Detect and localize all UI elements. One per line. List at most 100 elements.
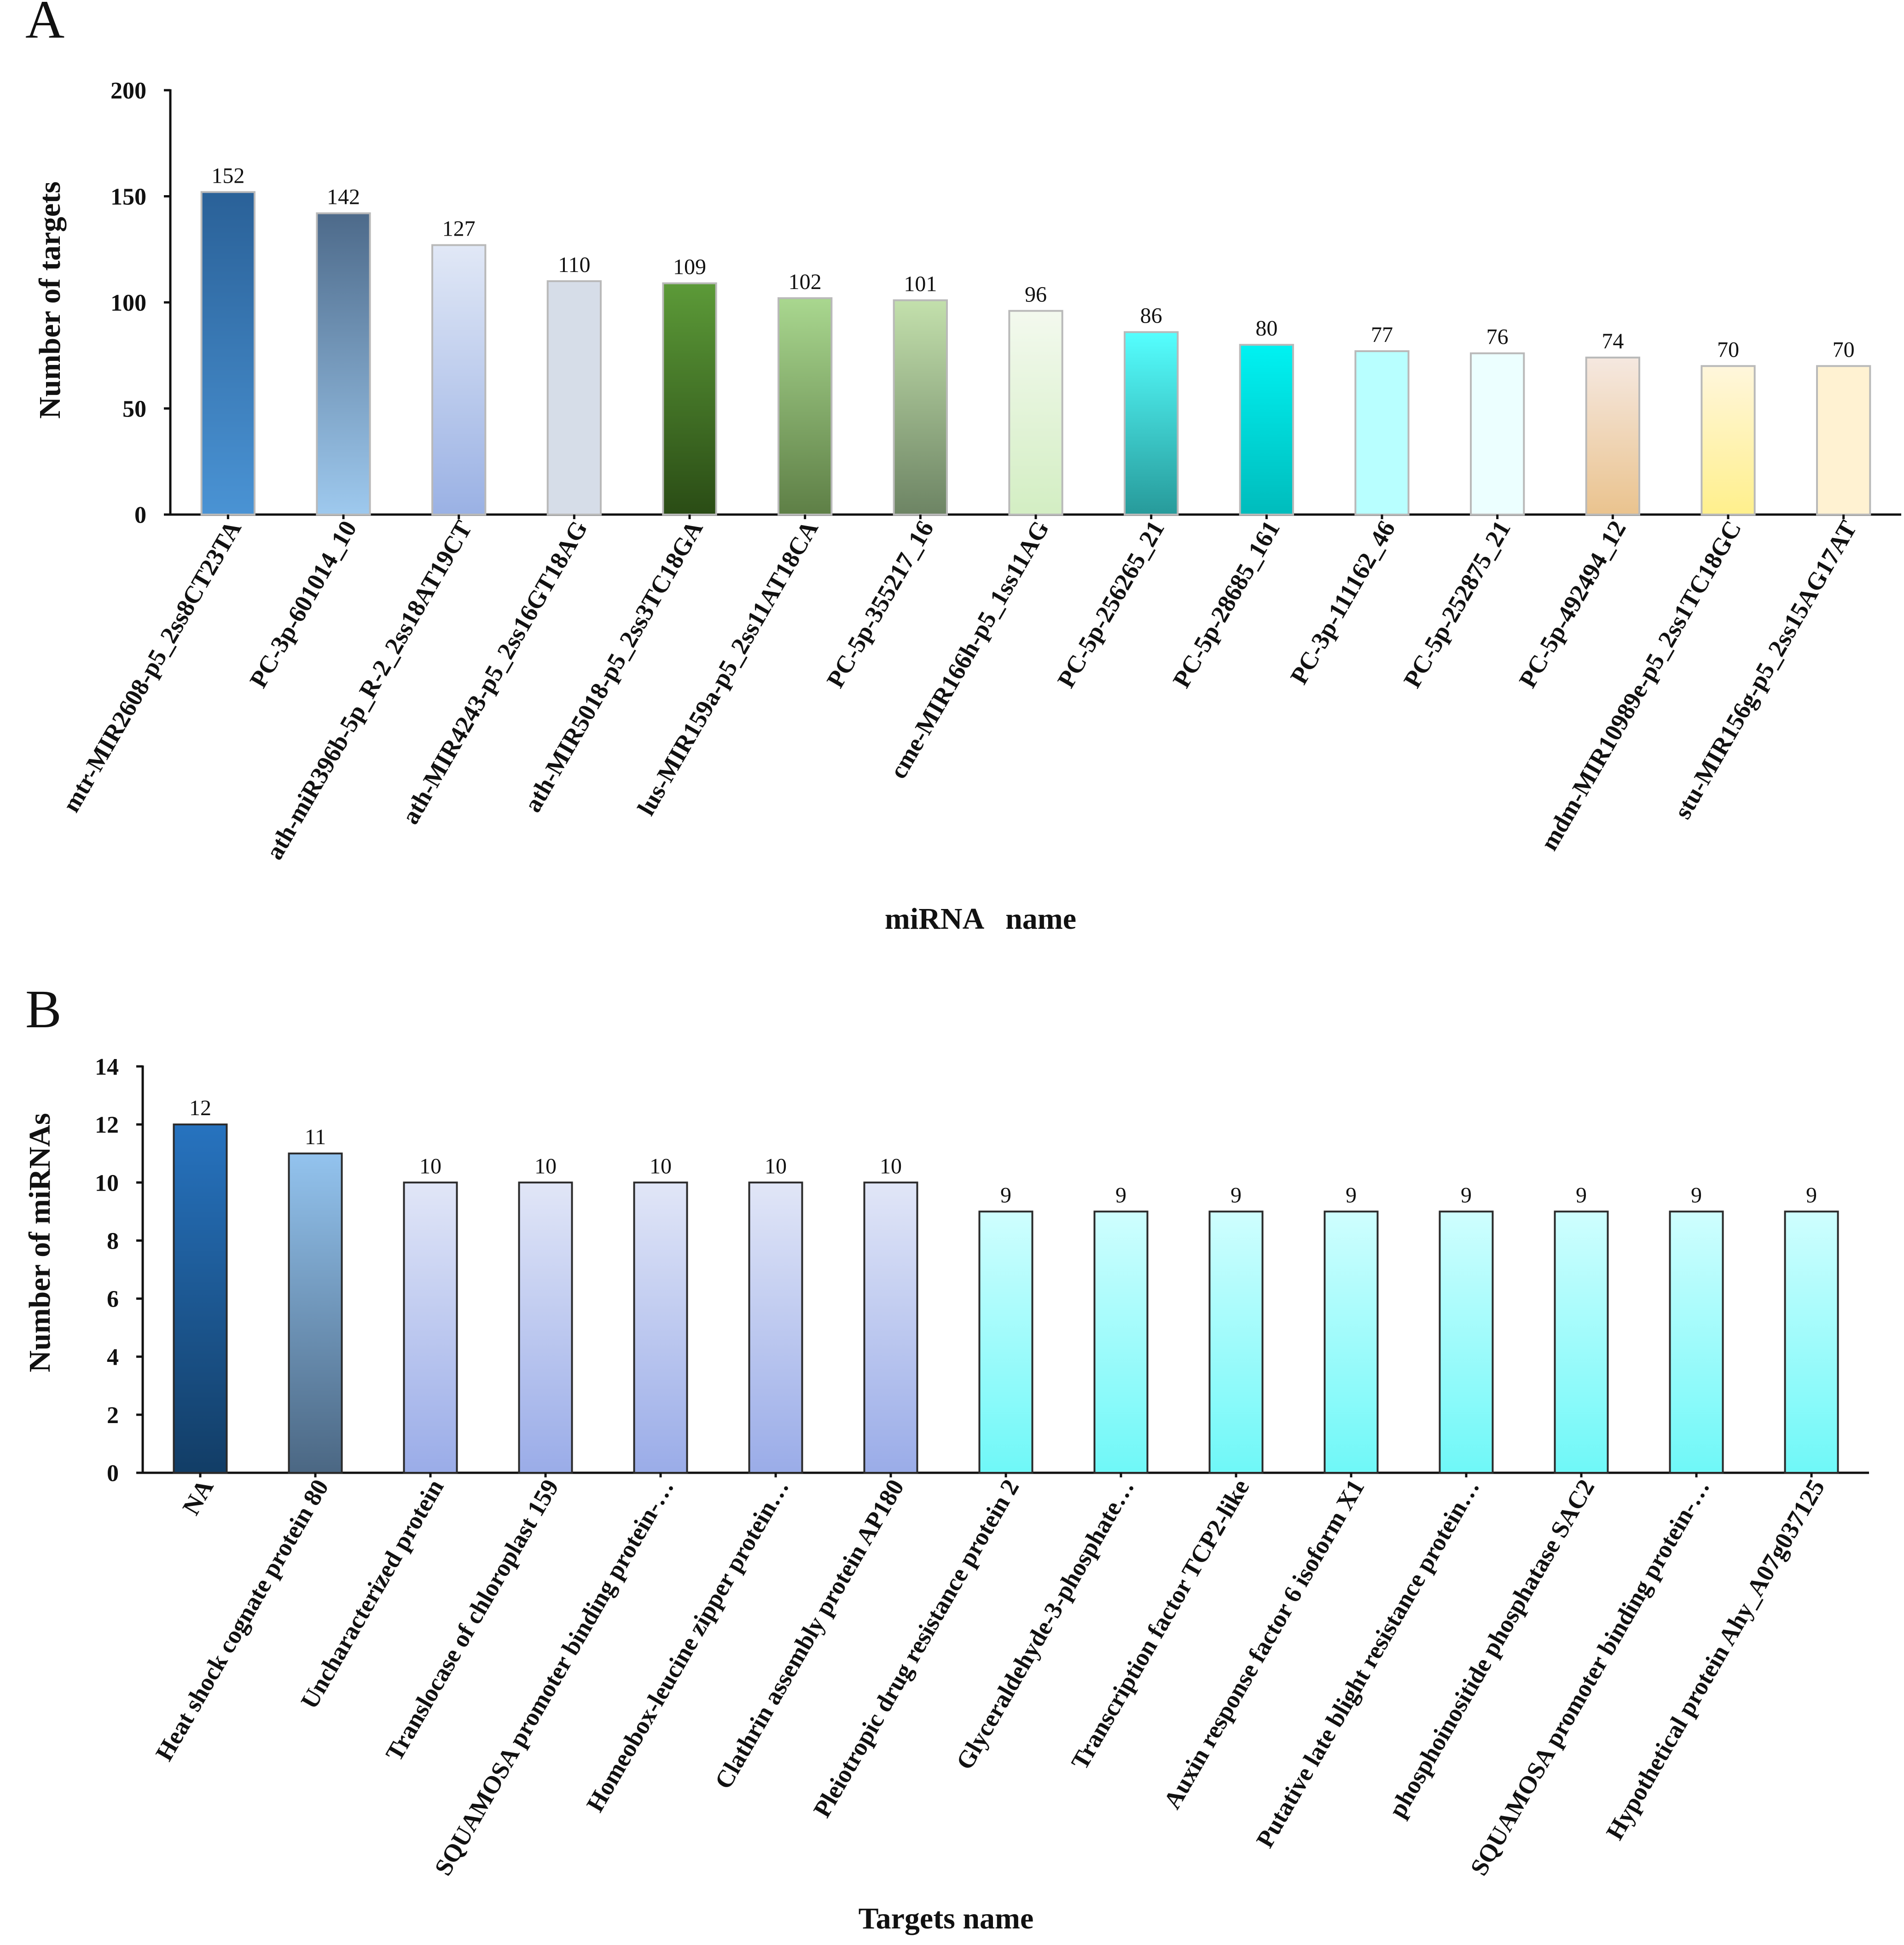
y-tick-label: 100 bbox=[110, 290, 146, 316]
bar-3 bbox=[403, 1181, 458, 1474]
data-label: 152 bbox=[211, 163, 244, 188]
bar-15 bbox=[1784, 1210, 1839, 1474]
data-label: 12 bbox=[189, 1096, 211, 1120]
data-label: 10 bbox=[419, 1154, 441, 1178]
data-label: 70 bbox=[1833, 337, 1855, 362]
data-label: 74 bbox=[1602, 329, 1624, 353]
data-label: 70 bbox=[1717, 337, 1739, 362]
category-label: mdm-MIR10989e-p5_2ss1TC18GC bbox=[1535, 516, 1747, 855]
data-label: 96 bbox=[1025, 282, 1047, 307]
bar-2 bbox=[288, 1152, 343, 1474]
plot-area-b: 0 2 4 6 8 10 12 14 12 NA 11 Heat shock cognate prot… bbox=[95, 1054, 1869, 1880]
y-axis-title-b: Number of miRNAs bbox=[23, 1113, 57, 1372]
category-label: PC-3p-601014_10 bbox=[244, 516, 362, 692]
bar-1 bbox=[173, 1123, 228, 1474]
panel-label-a: A bbox=[25, 0, 64, 50]
data-label: 127 bbox=[442, 217, 476, 241]
data-label: 10 bbox=[880, 1154, 902, 1178]
category-label: Putative late blight resistance protein… bbox=[1251, 1475, 1485, 1852]
data-label: 9 bbox=[1691, 1183, 1702, 1207]
data-label: 11 bbox=[305, 1125, 326, 1149]
bar-15 bbox=[1816, 365, 1871, 515]
y-tick-label: 50 bbox=[122, 396, 146, 423]
category-label: PC-5p-355217_16 bbox=[821, 516, 939, 692]
bar-10 bbox=[1208, 1210, 1264, 1474]
category-label: ath-miR396b-5p_R-2_2ss18AT19CT bbox=[261, 516, 477, 864]
plot-area-a: 0 50 100 150 200 152 mtr-MIR2608-p5_2ss8CT23TA… bbox=[57, 78, 1901, 864]
data-label: 80 bbox=[1255, 316, 1277, 341]
bar-9 bbox=[1093, 1210, 1149, 1474]
y-tick-label: 150 bbox=[110, 184, 146, 210]
data-label: 142 bbox=[327, 185, 360, 209]
data-label: 9 bbox=[1346, 1183, 1357, 1207]
category-label: PC-5p-252875_21 bbox=[1398, 516, 1516, 692]
category-label: phosphoinositide phosphatase SAC2 bbox=[1383, 1475, 1600, 1822]
category-label: PC-5p-492494_12 bbox=[1514, 516, 1631, 692]
data-label: 109 bbox=[673, 255, 706, 279]
chart-panel-b: B Number of miRNAs Targets name 0 2 4 6 8 10 1… bbox=[23, 979, 1869, 1935]
data-label: 101 bbox=[904, 272, 937, 296]
bar-12 bbox=[1470, 352, 1525, 515]
x-axis-title-a: miRNA name bbox=[885, 902, 1076, 936]
bar-5 bbox=[662, 282, 717, 515]
category-label: PC-5p-256265_21 bbox=[1052, 516, 1170, 692]
category-label: SQUAMOSA promoter binding protein-… bbox=[429, 1475, 679, 1880]
category-label: Hypothetical protein Ahy_A07g037125 bbox=[1601, 1475, 1830, 1844]
y-tick-label: 2 bbox=[107, 1402, 119, 1429]
bar-6 bbox=[748, 1181, 803, 1474]
y-tick-label: 14 bbox=[95, 1054, 119, 1080]
data-label: 76 bbox=[1486, 325, 1509, 349]
chart-panel-a: A Number of targets miRNA name 0 50 100 150… bbox=[25, 0, 1901, 936]
bar-13 bbox=[1585, 356, 1640, 515]
category-label: Auxin response factor 6 isoform X1 bbox=[1158, 1475, 1370, 1813]
y-tick-label: 10 bbox=[95, 1170, 119, 1196]
bar-11 bbox=[1354, 350, 1410, 516]
data-label: 9 bbox=[1231, 1183, 1242, 1207]
data-label: 9 bbox=[1576, 1183, 1587, 1207]
y-tick-label: 200 bbox=[110, 78, 146, 104]
category-label: Homeobox-leucine zipper protein… bbox=[581, 1475, 794, 1817]
y-tick-label: 0 bbox=[134, 502, 146, 528]
bar-1 bbox=[200, 191, 255, 515]
y-tick-label: 6 bbox=[107, 1286, 119, 1313]
bar-12 bbox=[1439, 1210, 1494, 1474]
x-axis-title-b: Targets name bbox=[859, 1902, 1034, 1935]
y-tick-label: 12 bbox=[95, 1112, 119, 1138]
bar-13 bbox=[1554, 1210, 1609, 1474]
bar-7 bbox=[863, 1181, 918, 1474]
data-label: 10 bbox=[765, 1154, 787, 1178]
bar-11 bbox=[1324, 1210, 1379, 1474]
bar-4 bbox=[518, 1181, 573, 1474]
data-label: 77 bbox=[1371, 323, 1393, 347]
category-label: Clathrin assembly protein AP180 bbox=[709, 1475, 910, 1794]
data-label: 9 bbox=[1461, 1183, 1472, 1207]
bar-3 bbox=[431, 244, 487, 515]
bar-2 bbox=[316, 212, 371, 515]
data-label: 10 bbox=[534, 1154, 557, 1178]
category-label: NA bbox=[177, 1475, 219, 1520]
data-label: 102 bbox=[789, 270, 822, 294]
bar-6 bbox=[778, 297, 833, 516]
category-label: PC-3p-111162_46 bbox=[1285, 516, 1400, 689]
y-tick-label: 8 bbox=[107, 1228, 119, 1254]
data-label: 9 bbox=[1806, 1183, 1817, 1207]
bar-5 bbox=[633, 1181, 688, 1474]
data-label: 9 bbox=[1000, 1183, 1011, 1207]
panel-label-b: B bbox=[25, 979, 62, 1039]
y-tick-label: 4 bbox=[107, 1344, 119, 1371]
bar-14 bbox=[1669, 1210, 1724, 1474]
data-label: 9 bbox=[1115, 1183, 1126, 1207]
data-label: 110 bbox=[558, 253, 590, 277]
bar-14 bbox=[1701, 365, 1756, 515]
bar-10 bbox=[1239, 344, 1294, 515]
bar-8 bbox=[1008, 310, 1063, 515]
bar-8 bbox=[978, 1210, 1033, 1474]
category-label: PC-5p-28685_161 bbox=[1167, 516, 1285, 692]
data-label: 86 bbox=[1140, 304, 1162, 328]
category-label: mtr-MIR2608-p5_2ss8CT23TA bbox=[57, 516, 247, 817]
category-label: ath-MIR4243-p5_2ss16GT18AG bbox=[396, 516, 593, 829]
category-label: Heat shock cognate protein 80 bbox=[150, 1475, 334, 1766]
data-label: 10 bbox=[650, 1154, 672, 1178]
category-label: SQUAMOSA promoter binding protein-… bbox=[1465, 1475, 1715, 1880]
